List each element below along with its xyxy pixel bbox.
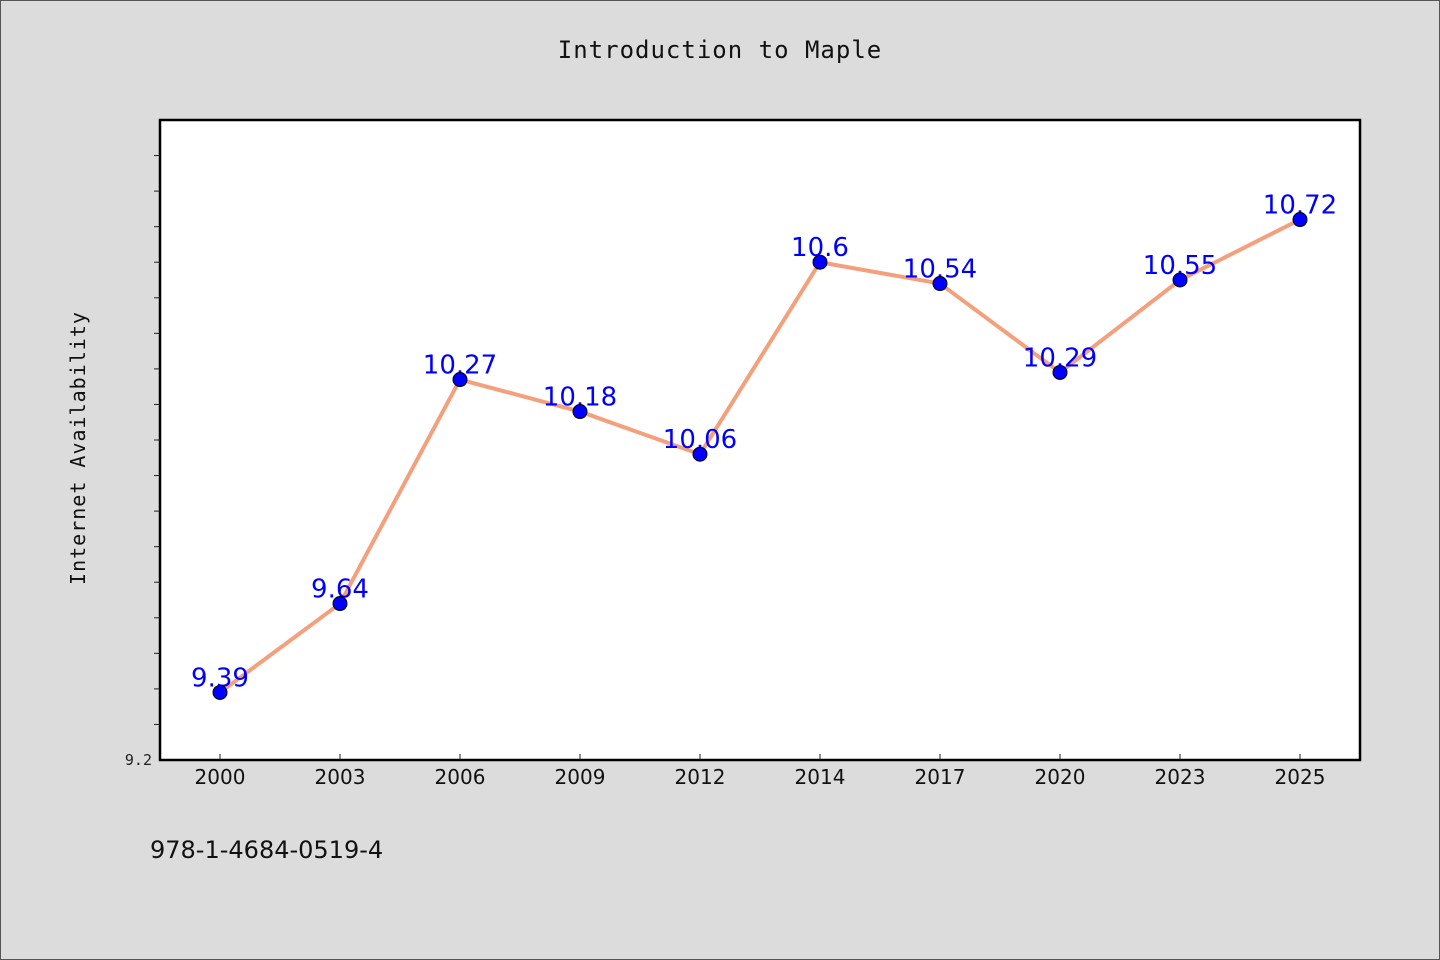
x-tick-label: 2020 bbox=[1035, 765, 1086, 789]
data-point bbox=[1052, 364, 1068, 380]
data-point bbox=[812, 254, 828, 270]
series-line bbox=[218, 217, 1301, 695]
x-tick-label: 2023 bbox=[1155, 765, 1206, 789]
data-point bbox=[452, 372, 468, 388]
chart-title: Introduction to Maple bbox=[557, 36, 883, 64]
x-tick-label: 2003 bbox=[315, 765, 366, 789]
x-tick-label: 2025 bbox=[1275, 765, 1326, 789]
isbn-label: 978-1-4684-0519-4 bbox=[150, 836, 384, 864]
x-tick-label: 2014 bbox=[795, 765, 846, 789]
data-point bbox=[1292, 212, 1308, 228]
data-point bbox=[932, 276, 948, 292]
x-tick-label: 2017 bbox=[915, 765, 966, 789]
y-tick-label: 9.2 bbox=[125, 751, 152, 769]
x-tick-label: 2012 bbox=[675, 765, 726, 789]
data-point bbox=[1172, 272, 1188, 288]
data-point bbox=[572, 404, 588, 420]
x-tick-label: 2006 bbox=[435, 765, 486, 789]
plot-area bbox=[158, 118, 1362, 762]
data-point bbox=[212, 684, 228, 700]
data-point bbox=[332, 596, 348, 612]
x-tick-label: 2000 bbox=[195, 765, 246, 789]
data-point bbox=[692, 446, 708, 462]
x-tick-label: 2009 bbox=[555, 765, 606, 789]
